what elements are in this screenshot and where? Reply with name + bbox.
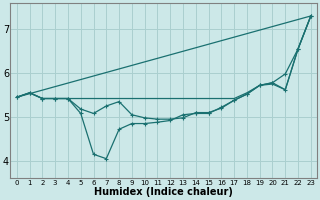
X-axis label: Humidex (Indice chaleur): Humidex (Indice chaleur) [94, 187, 233, 197]
